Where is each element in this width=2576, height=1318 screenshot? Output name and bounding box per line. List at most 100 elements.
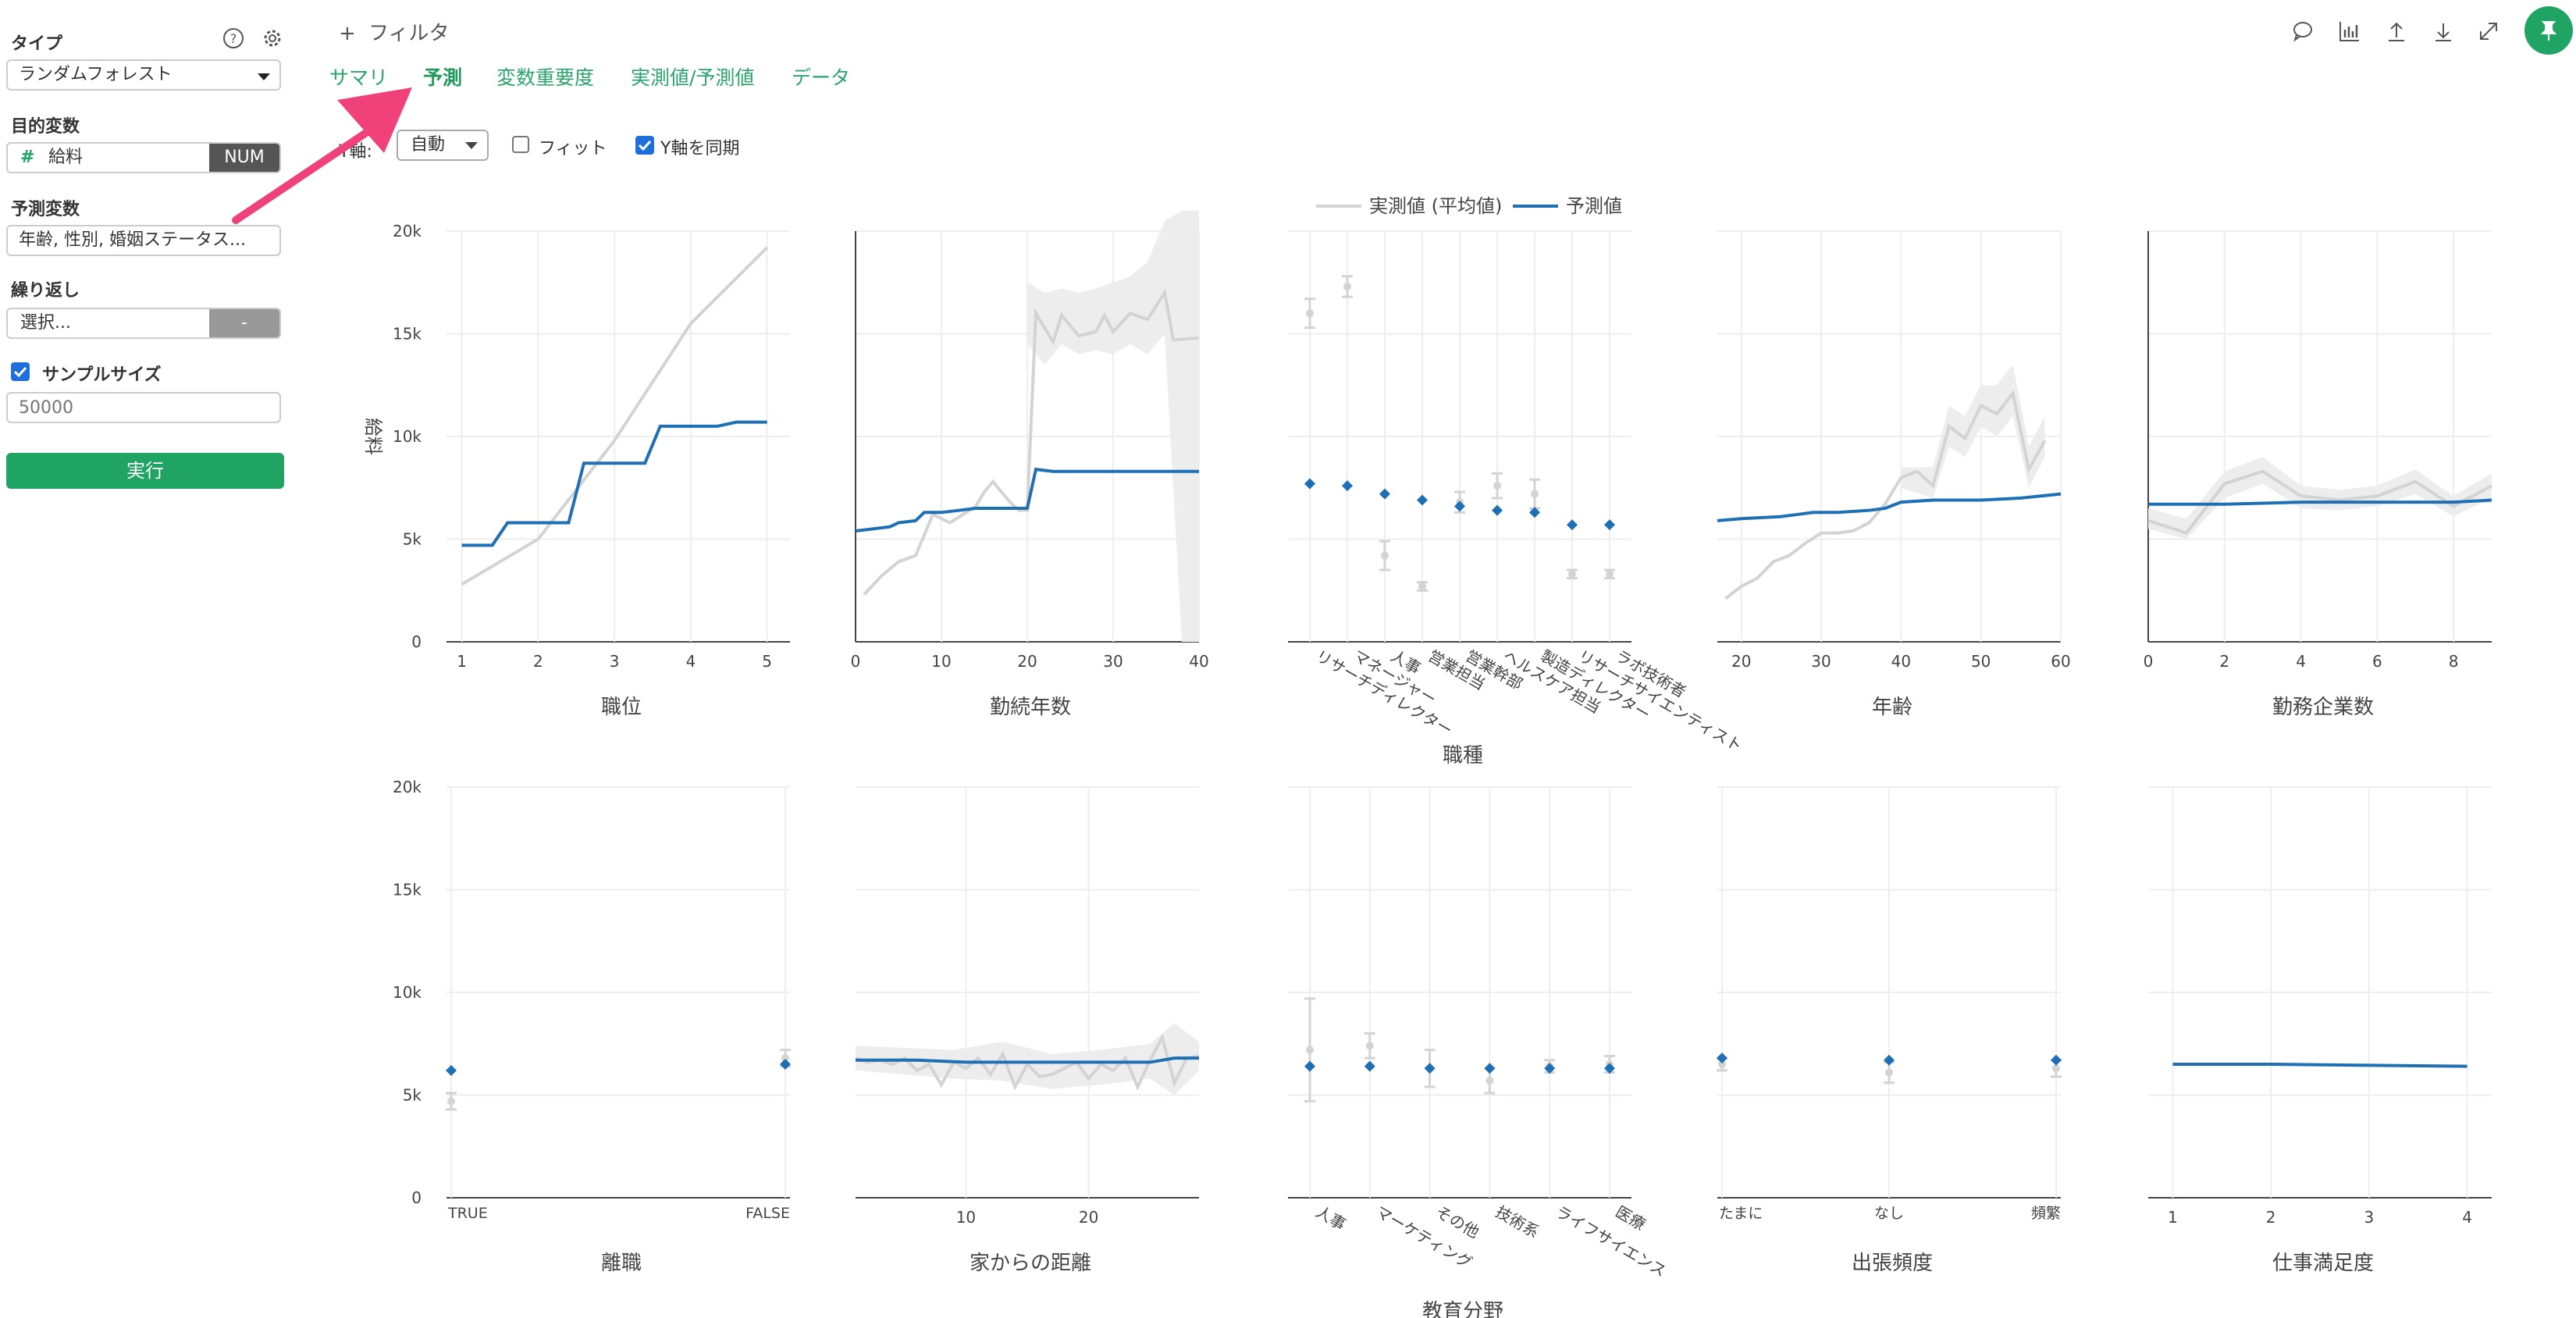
actual-point <box>1531 490 1539 498</box>
sidebar: タイプ ? ランダムフォレスト 目的変数 # 給料 NUM 予測変数 年齢, 性… <box>0 0 297 1318</box>
predicted-point <box>1364 1060 1375 1072</box>
x-tick-label: 50 <box>1971 652 1991 671</box>
legend: 実測値 (平均値) 予測値 <box>1316 195 1622 217</box>
predictors-label: 予測変数 <box>11 200 80 219</box>
x-tick-label: FALSE <box>745 1205 790 1222</box>
subplot-家からの距離: 10 20 家からの距離 <box>855 786 1200 1275</box>
predicted-line <box>461 420 767 547</box>
chevron-down-icon <box>258 73 270 80</box>
predicted-point <box>1304 1060 1315 1072</box>
filter-label: フィルタ <box>368 22 450 45</box>
subplot-職位: 0 5k 10k 15k 20k 1 2 3 4 5 職位 <box>393 222 790 719</box>
actual-point <box>1885 1068 1893 1077</box>
comment-icon[interactable] <box>2289 17 2317 45</box>
x-tick-label: 2 <box>533 652 543 671</box>
expand-icon[interactable] <box>2475 17 2503 45</box>
sample-size-input[interactable] <box>6 392 281 423</box>
gear-icon[interactable] <box>261 27 284 50</box>
actual-point <box>781 1054 789 1063</box>
fit-checkbox[interactable] <box>512 136 529 153</box>
predicted-point <box>1424 1063 1436 1074</box>
predicted-point <box>1304 478 1315 490</box>
sync-y-checkbox[interactable] <box>635 136 654 155</box>
x-tick-label: 5 <box>762 652 772 671</box>
svg-text:?: ? <box>230 31 237 46</box>
tab-prediction[interactable]: 予測 <box>423 66 463 89</box>
y-tick-label: 15k <box>393 325 422 344</box>
x-axis-title: 離職 <box>601 1252 642 1275</box>
pin-icon[interactable] <box>2524 6 2573 55</box>
x-axis-title: 職位 <box>601 696 642 719</box>
x-tick-label: 2 <box>2219 652 2229 671</box>
y-axis-select[interactable]: 自動 <box>397 130 489 161</box>
chart-icon[interactable] <box>2336 17 2364 45</box>
filter-button[interactable]: + フィルタ <box>339 17 450 46</box>
actual-point <box>1606 570 1614 579</box>
x-axis-title: 勤続年数 <box>990 696 1071 719</box>
x-tick-label: 20 <box>1731 652 1751 671</box>
predictors-field[interactable]: 年齢, 性別, 婚姻ステータス... <box>6 225 281 256</box>
tab-variable-importance[interactable]: 変数重要度 <box>496 66 595 89</box>
x-axis-title: 年齢 <box>1872 696 1912 719</box>
actual-point <box>1718 1060 1726 1069</box>
actual-point <box>1306 309 1314 318</box>
target-value: 給料 <box>48 148 84 167</box>
tab-summary[interactable]: サマリ <box>329 66 389 89</box>
help-icon[interactable]: ? <box>222 27 245 50</box>
y-tick-label: 5k <box>403 1086 422 1105</box>
fit-label: フィット <box>539 139 607 159</box>
x-axis-title: 出張頻度 <box>1852 1252 1933 1275</box>
actual-point <box>1343 283 1351 291</box>
actual-point <box>1485 1077 1494 1085</box>
x-tick-label: 20 <box>1079 1208 1098 1227</box>
subplot-年齢: 20 30 40 50 60 年齢 <box>1717 230 2071 719</box>
predicted-point <box>1567 519 1578 531</box>
predicted-line <box>1717 492 2062 522</box>
predicted-point <box>780 1059 791 1070</box>
x-tick-label: 0 <box>2144 652 2154 671</box>
model-type-value: ランダムフォレスト <box>19 65 173 84</box>
x-tick-label: 10 <box>931 652 951 671</box>
x-tick-label: 4 <box>2462 1208 2472 1227</box>
y-tick-label: 5k <box>403 530 422 549</box>
download-icon[interactable] <box>2429 17 2457 45</box>
actual-point <box>2052 1064 2060 1073</box>
tab-actual-vs-predicted[interactable]: 実測値/予測値 <box>631 66 755 89</box>
x-tick-label: 30 <box>1811 652 1831 671</box>
predicted-point <box>1484 1063 1496 1074</box>
predicted-line <box>856 1056 1199 1064</box>
sample-checkbox[interactable] <box>11 362 30 381</box>
check-icon <box>13 366 27 378</box>
plus-icon: + <box>339 22 356 45</box>
x-tick-label: 2 <box>2266 1208 2276 1227</box>
predicted-point <box>1884 1054 1895 1066</box>
x-tick-label: 4 <box>686 652 696 671</box>
predicted-line <box>855 467 1199 533</box>
x-axis-title: 仕事満足度 <box>2272 1252 2374 1275</box>
repeat-field[interactable]: 選択... - <box>6 308 281 339</box>
actual-confidence-band <box>1027 210 1199 642</box>
tab-data[interactable]: データ <box>792 66 851 89</box>
model-type-select[interactable]: ランダムフォレスト <box>6 59 281 91</box>
predicted-point <box>1604 519 1615 531</box>
x-tick-label: 4 <box>2296 652 2306 671</box>
predicted-point <box>1492 504 1503 516</box>
repeat-button[interactable]: - <box>209 309 279 337</box>
predicted-point <box>446 1064 457 1076</box>
run-button[interactable]: 実行 <box>6 453 284 489</box>
actual-line <box>461 246 769 586</box>
upload-icon[interactable] <box>2382 17 2411 45</box>
legend-actual-label: 実測値 (平均値) <box>1369 195 1502 217</box>
x-tick-label: 20 <box>1017 652 1037 671</box>
actual-line <box>2147 469 2492 535</box>
y-tick-label: 0 <box>411 632 422 651</box>
target-label: 目的変数 <box>11 117 80 137</box>
x-tick-label: 30 <box>1103 652 1123 671</box>
predicted-point <box>1529 507 1540 518</box>
x-axis-title: 勤務企業数 <box>2272 696 2374 719</box>
y-tick-label: 10k <box>393 983 422 1002</box>
y-tick-label: 10k <box>393 427 422 446</box>
x-axis-title: 教育分野 <box>1422 1300 1503 1318</box>
target-field[interactable]: # 給料 NUM <box>6 142 281 173</box>
